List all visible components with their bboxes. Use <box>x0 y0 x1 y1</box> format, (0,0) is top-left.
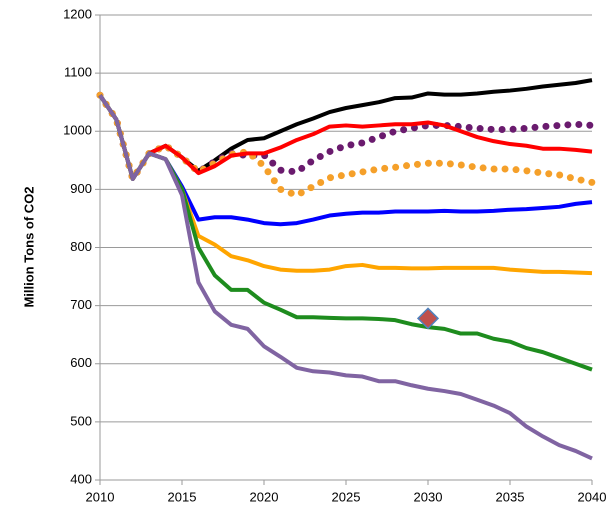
y-tick-label: 1100 <box>64 65 92 80</box>
y-tick-label: 500 <box>70 413 92 428</box>
y-tick-label: 400 <box>70 471 92 486</box>
y-tick-label: 800 <box>70 239 92 254</box>
x-tick-label: 2010 <box>86 489 115 504</box>
x-tick-label: 2020 <box>250 489 279 504</box>
series-line <box>98 94 593 461</box>
y-tick-label: 1000 <box>63 123 92 138</box>
x-tick-label: 2030 <box>414 489 443 504</box>
diamond-marker <box>416 307 440 330</box>
series-line <box>98 94 593 227</box>
series-line <box>96 91 596 183</box>
series-line <box>98 94 593 276</box>
x-tick-label: 2040 <box>578 489 607 504</box>
series-line <box>98 78 593 181</box>
y-tick-label: 1200 <box>63 6 92 21</box>
y-tick-label: 700 <box>70 297 92 312</box>
y-tick-label: 900 <box>70 181 92 196</box>
series-line <box>98 94 593 181</box>
y-tick-label: 600 <box>70 355 92 370</box>
x-tick-label: 2025 <box>332 489 361 504</box>
y-axis-label: Million Tons of CO2 <box>21 186 36 307</box>
series-line <box>98 94 593 372</box>
x-tick-label: 2035 <box>496 489 525 504</box>
x-tick-label: 2015 <box>168 489 197 504</box>
